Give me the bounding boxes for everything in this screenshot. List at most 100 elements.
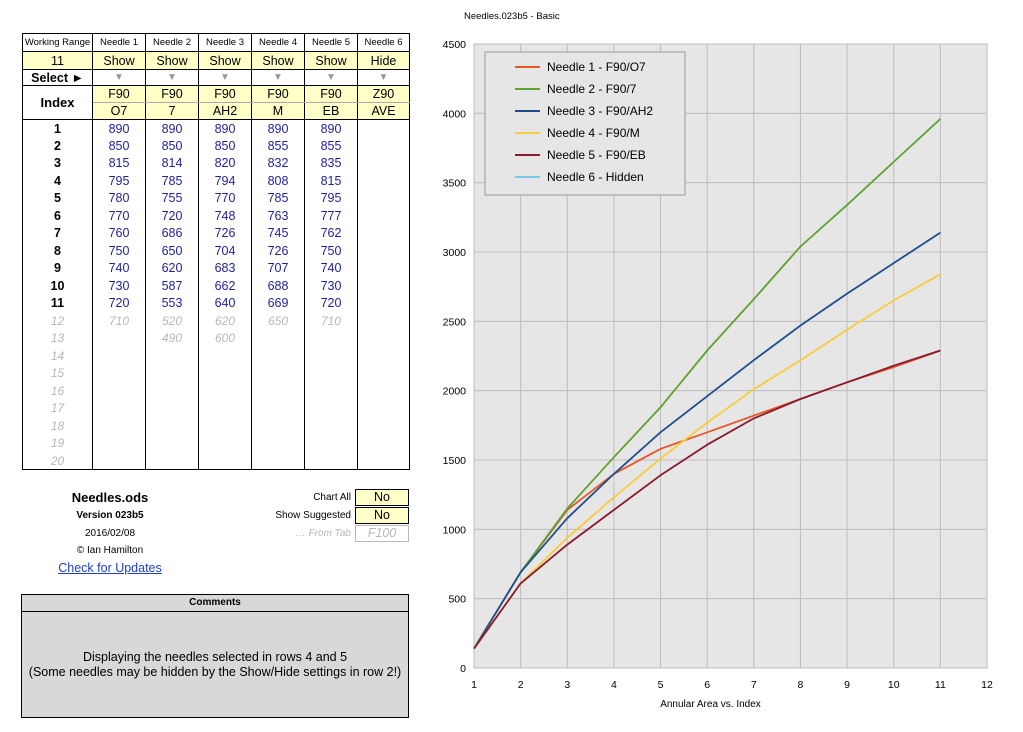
needle-value-cell[interactable]: 814 [145,154,199,172]
needle-value-cell[interactable]: 720 [304,294,358,312]
show-hide-toggle[interactable]: Show [198,51,252,70]
needle-value-cell[interactable]: 688 [251,277,305,295]
show-hide-toggle[interactable]: Show [92,51,146,70]
needle-value-cell[interactable]: 745 [251,224,305,242]
needle-value-cell[interactable]: 750 [92,242,146,260]
needle-code-field[interactable]: F90 [92,85,146,103]
needle-value-cell[interactable]: 553 [145,294,199,312]
needle-value-cell[interactable] [145,347,199,365]
needle-value-cell[interactable]: 755 [145,189,199,207]
check-for-updates-link[interactable]: Check for Updates [58,561,162,575]
needle-value-cell[interactable]: 850 [92,137,146,155]
needle-value-cell[interactable] [357,399,410,417]
dropdown-arrow-icon[interactable]: ▼ [92,69,146,86]
needle-value-cell[interactable] [198,417,252,435]
needle-value-cell[interactable]: 890 [92,119,146,137]
needle-value-cell[interactable] [357,137,410,155]
needle-value-cell[interactable]: 686 [145,224,199,242]
needle-value-cell[interactable]: 855 [304,137,358,155]
needle-value-cell[interactable]: 520 [145,312,199,330]
needle-value-cell[interactable] [304,417,358,435]
needle-value-cell[interactable] [198,364,252,382]
needle-value-cell[interactable] [92,382,146,400]
needle-value-cell[interactable]: 620 [198,312,252,330]
needle-code-field[interactable]: F90 [251,85,305,103]
needle-value-cell[interactable] [304,452,358,470]
needle-value-cell[interactable] [357,294,410,312]
needle-value-cell[interactable] [145,452,199,470]
needle-value-cell[interactable] [145,364,199,382]
needle-value-cell[interactable] [357,224,410,242]
needle-value-cell[interactable]: 662 [198,277,252,295]
needle-value-cell[interactable]: 750 [304,242,358,260]
needle-value-cell[interactable] [304,382,358,400]
needle-value-cell[interactable] [251,417,305,435]
needle-value-cell[interactable]: 740 [304,259,358,277]
needle-value-cell[interactable]: 850 [198,137,252,155]
needle-value-cell[interactable]: 808 [251,172,305,190]
dropdown-arrow-icon[interactable]: ▼ [357,69,410,86]
needle-code-field[interactable]: EB [304,102,358,120]
needle-value-cell[interactable]: 777 [304,207,358,225]
dropdown-arrow-icon[interactable]: ▼ [198,69,252,86]
show-hide-toggle[interactable]: Hide [357,51,410,70]
needle-code-field[interactable]: O7 [92,102,146,120]
needle-value-cell[interactable] [357,172,410,190]
needle-value-cell[interactable] [357,119,410,137]
needle-value-cell[interactable] [251,434,305,452]
needle-code-field[interactable]: AVE [357,102,410,120]
needle-value-cell[interactable] [357,259,410,277]
needle-value-cell[interactable]: 785 [145,172,199,190]
needle-code-field[interactable]: F90 [304,85,358,103]
needle-value-cell[interactable] [92,434,146,452]
needle-value-cell[interactable]: 890 [198,119,252,137]
needle-value-cell[interactable] [357,207,410,225]
needle-value-cell[interactable] [92,417,146,435]
needle-code-field[interactable]: F90 [145,85,199,103]
needle-value-cell[interactable]: 770 [198,189,252,207]
needle-value-cell[interactable]: 650 [145,242,199,260]
needle-value-cell[interactable] [251,364,305,382]
needle-value-cell[interactable] [304,364,358,382]
needle-value-cell[interactable] [198,452,252,470]
needle-value-cell[interactable]: 640 [198,294,252,312]
needle-value-cell[interactable]: 795 [92,172,146,190]
dropdown-arrow-icon[interactable]: ▼ [304,69,358,86]
needle-value-cell[interactable] [357,452,410,470]
needle-value-cell[interactable]: 720 [145,207,199,225]
from-tab-field[interactable]: F100 [355,525,409,542]
needle-value-cell[interactable] [357,242,410,260]
needle-value-cell[interactable] [357,154,410,172]
needle-value-cell[interactable]: 850 [145,137,199,155]
needle-value-cell[interactable]: 650 [251,312,305,330]
needle-value-cell[interactable]: 710 [304,312,358,330]
needle-value-cell[interactable]: 748 [198,207,252,225]
needle-code-field[interactable]: F90 [198,85,252,103]
needle-value-cell[interactable]: 890 [145,119,199,137]
needle-value-cell[interactable] [145,417,199,435]
chart-all-field[interactable]: No [355,489,409,506]
needle-value-cell[interactable] [92,329,146,347]
needle-value-cell[interactable] [251,452,305,470]
needle-value-cell[interactable] [251,347,305,365]
needle-value-cell[interactable]: 890 [304,119,358,137]
needle-value-cell[interactable] [357,434,410,452]
needle-value-cell[interactable]: 600 [198,329,252,347]
needle-value-cell[interactable]: 760 [92,224,146,242]
needle-value-cell[interactable]: 620 [145,259,199,277]
needle-value-cell[interactable] [357,189,410,207]
needle-value-cell[interactable] [145,434,199,452]
needle-value-cell[interactable] [357,312,410,330]
needle-value-cell[interactable]: 587 [145,277,199,295]
dropdown-arrow-icon[interactable]: ▼ [251,69,305,86]
needle-value-cell[interactable] [198,382,252,400]
needle-value-cell[interactable] [304,329,358,347]
needle-value-cell[interactable]: 730 [92,277,146,295]
needle-value-cell[interactable] [251,399,305,417]
needle-value-cell[interactable]: 669 [251,294,305,312]
needle-value-cell[interactable] [145,382,199,400]
needle-value-cell[interactable]: 832 [251,154,305,172]
needle-value-cell[interactable]: 820 [198,154,252,172]
needle-value-cell[interactable]: 490 [145,329,199,347]
needle-value-cell[interactable]: 763 [251,207,305,225]
